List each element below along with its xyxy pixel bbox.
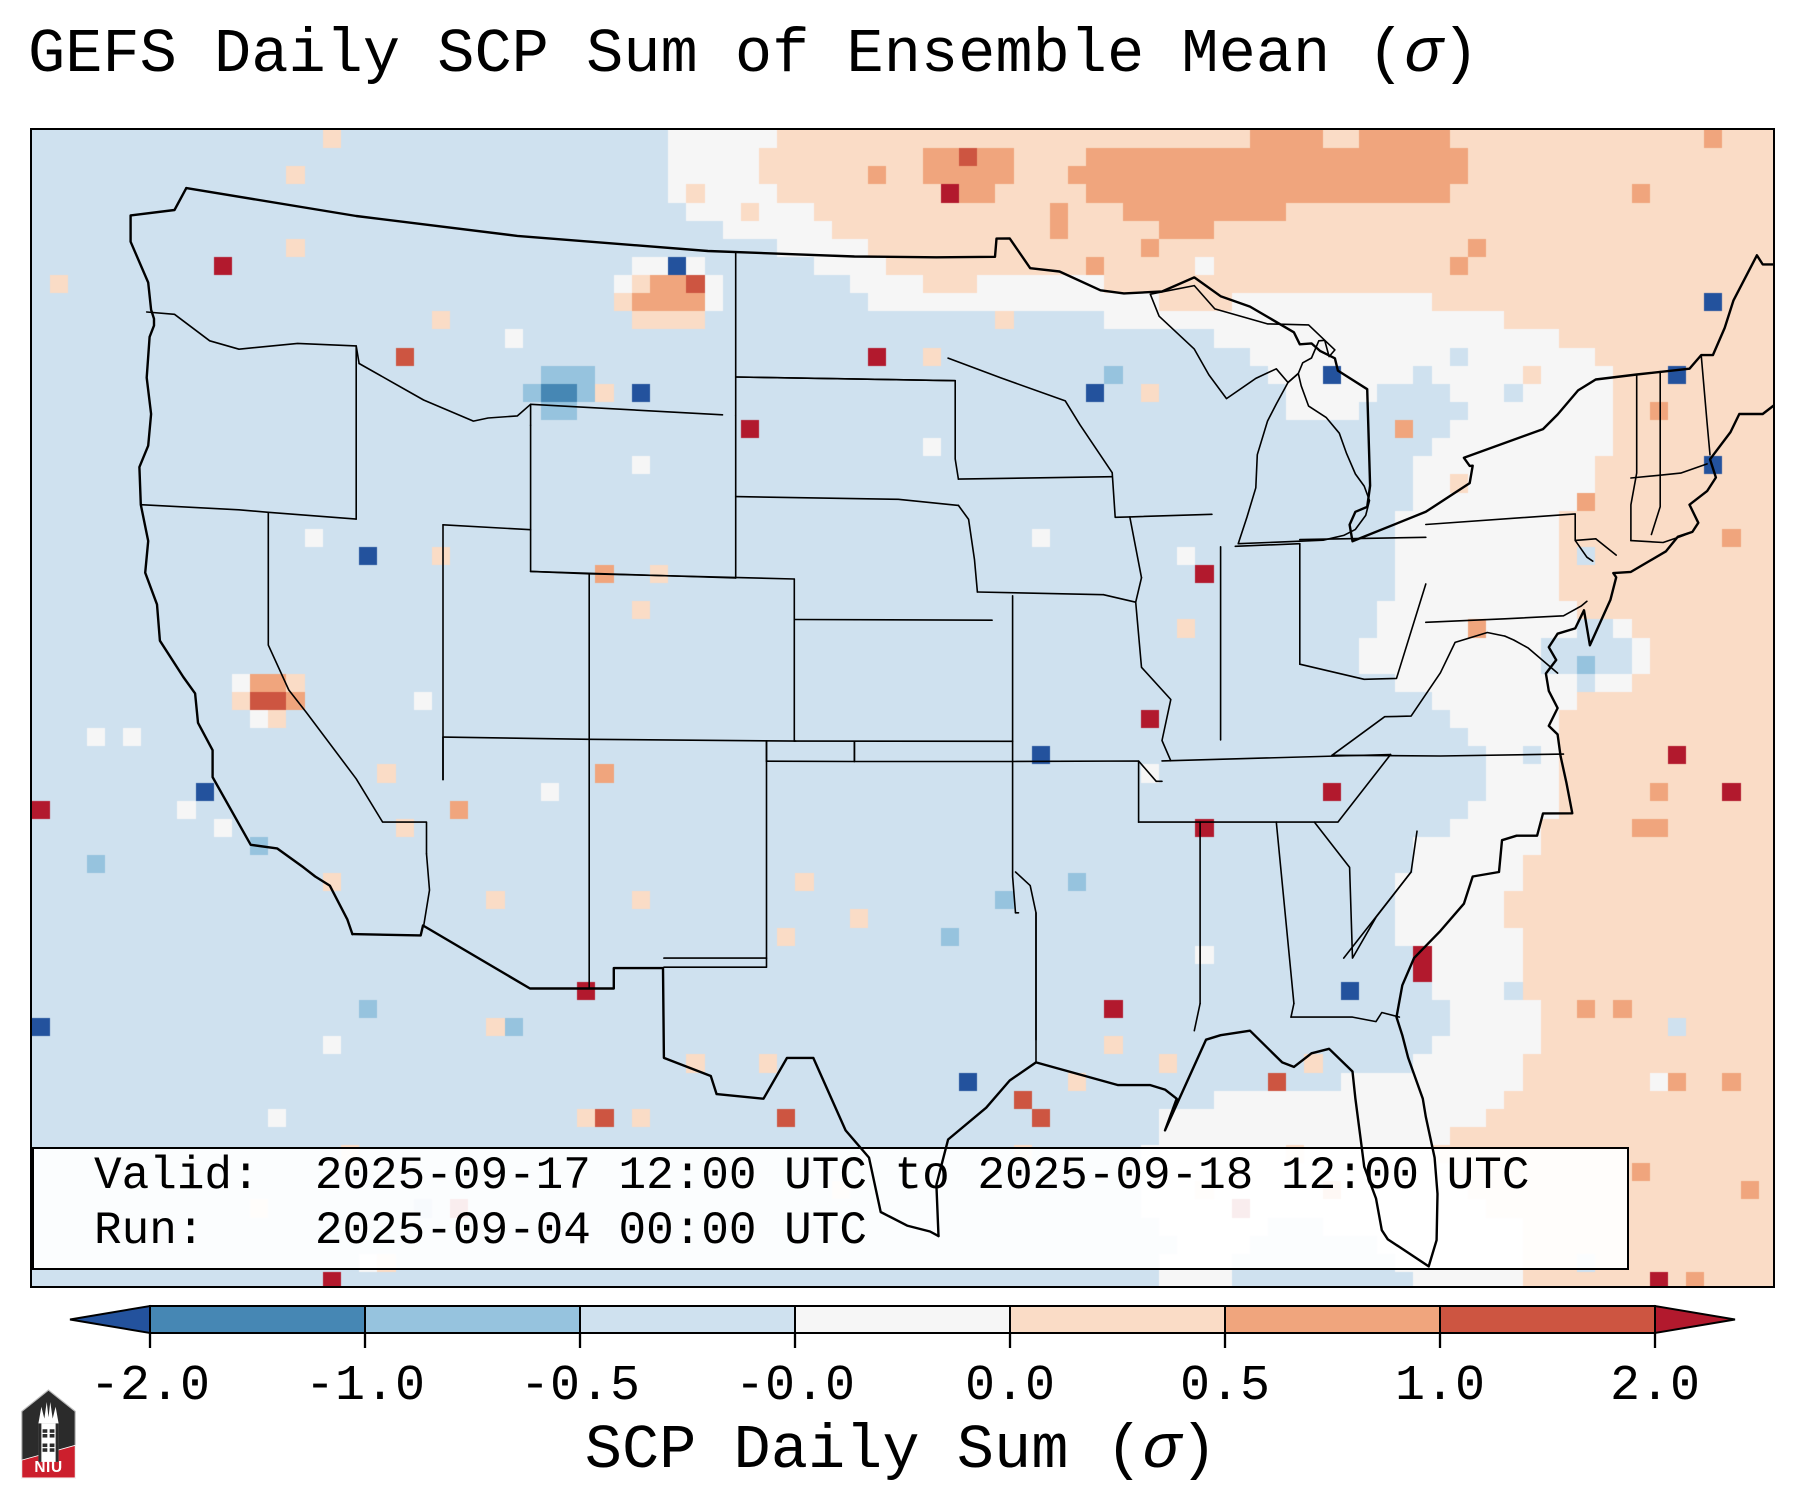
svg-text:NIU: NIU (34, 1459, 62, 1476)
